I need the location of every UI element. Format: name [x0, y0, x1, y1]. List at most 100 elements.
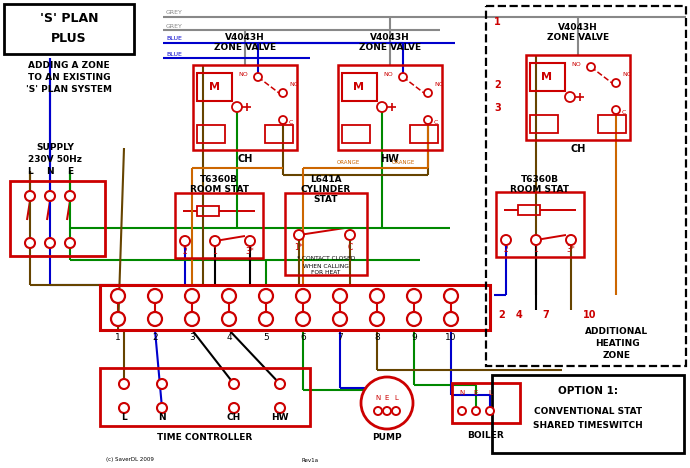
Circle shape	[565, 92, 575, 102]
Text: 230V 50Hz: 230V 50Hz	[28, 154, 82, 163]
Text: GREY: GREY	[166, 10, 183, 15]
Circle shape	[294, 230, 304, 240]
Text: ZONE VALVE: ZONE VALVE	[547, 34, 609, 43]
Text: 4: 4	[515, 310, 522, 320]
Text: N: N	[375, 395, 381, 401]
Text: TIME CONTROLLER: TIME CONTROLLER	[157, 433, 253, 443]
Text: STAT: STAT	[314, 195, 338, 204]
Text: ADDITIONAL: ADDITIONAL	[585, 328, 649, 336]
Circle shape	[254, 73, 262, 81]
Text: GREY: GREY	[166, 23, 183, 29]
Text: BOILER: BOILER	[468, 431, 504, 439]
Circle shape	[180, 236, 190, 246]
Circle shape	[148, 289, 162, 303]
Circle shape	[370, 312, 384, 326]
Circle shape	[407, 312, 421, 326]
Text: SUPPLY: SUPPLY	[36, 144, 74, 153]
Text: C: C	[289, 120, 293, 125]
Text: V4043H: V4043H	[558, 22, 598, 31]
Text: C: C	[347, 242, 353, 251]
Circle shape	[222, 312, 236, 326]
Text: M: M	[542, 72, 553, 82]
Circle shape	[275, 403, 285, 413]
Text: NO: NO	[383, 73, 393, 78]
Text: 1: 1	[213, 247, 217, 256]
Text: CYLINDER: CYLINDER	[301, 184, 351, 193]
Text: M: M	[353, 82, 364, 92]
Text: 2: 2	[499, 310, 505, 320]
Text: NC: NC	[434, 82, 443, 88]
Circle shape	[424, 89, 432, 97]
Text: 2: 2	[183, 247, 188, 256]
Circle shape	[259, 312, 273, 326]
Circle shape	[25, 191, 35, 201]
Text: 7: 7	[542, 310, 549, 320]
Circle shape	[407, 289, 421, 303]
Circle shape	[275, 379, 285, 389]
Text: 'S' PLAN: 'S' PLAN	[40, 13, 98, 25]
Bar	[530, 115, 558, 133]
Text: V4043H: V4043H	[225, 32, 265, 42]
Text: CONVENTIONAL STAT: CONVENTIONAL STAT	[534, 407, 642, 416]
Circle shape	[333, 289, 347, 303]
Circle shape	[486, 407, 494, 415]
Circle shape	[45, 191, 55, 201]
Text: HW: HW	[381, 154, 400, 164]
Circle shape	[399, 73, 407, 81]
Text: SHARED TIMESWITCH: SHARED TIMESWITCH	[533, 421, 643, 430]
Text: 3*: 3*	[246, 247, 255, 256]
Circle shape	[119, 403, 129, 413]
Circle shape	[111, 289, 125, 303]
Text: NC: NC	[622, 73, 631, 78]
Text: M: M	[208, 82, 219, 92]
Circle shape	[279, 116, 287, 124]
Circle shape	[374, 407, 382, 415]
Text: ADDING A ZONE: ADDING A ZONE	[28, 60, 110, 70]
Text: PUMP: PUMP	[372, 433, 402, 443]
Circle shape	[245, 236, 255, 246]
Text: 2: 2	[504, 246, 509, 255]
Text: 6: 6	[300, 332, 306, 342]
Circle shape	[65, 238, 75, 248]
Bar	[197, 206, 219, 216]
Bar	[265, 125, 293, 143]
Bar	[285, 193, 367, 275]
Text: N: N	[46, 167, 54, 176]
Text: L: L	[488, 390, 492, 396]
Text: 'S' PLAN SYSTEM: 'S' PLAN SYSTEM	[26, 85, 112, 94]
Circle shape	[458, 407, 466, 415]
Text: OPTION 1:: OPTION 1:	[558, 386, 618, 396]
Bar	[518, 205, 540, 215]
Text: ORANGE: ORANGE	[391, 160, 415, 164]
Text: 8: 8	[374, 332, 380, 342]
Bar	[526, 55, 630, 140]
Text: E: E	[385, 395, 389, 401]
Text: ZONE VALVE: ZONE VALVE	[359, 44, 421, 52]
Circle shape	[472, 407, 480, 415]
Circle shape	[370, 289, 384, 303]
Circle shape	[424, 116, 432, 124]
Text: T6360B: T6360B	[521, 175, 559, 183]
Text: C: C	[434, 120, 438, 125]
Circle shape	[296, 289, 310, 303]
Circle shape	[229, 379, 239, 389]
Text: FOR HEAT: FOR HEAT	[311, 271, 341, 276]
Text: T6360B: T6360B	[200, 176, 238, 184]
Text: BLUE: BLUE	[166, 51, 182, 57]
Circle shape	[587, 63, 595, 71]
Circle shape	[345, 230, 355, 240]
Circle shape	[383, 407, 391, 415]
Text: CH: CH	[571, 144, 586, 154]
Text: (c) SaverDL 2009: (c) SaverDL 2009	[106, 458, 154, 462]
Bar	[193, 65, 297, 150]
Bar	[4, 4, 134, 54]
Circle shape	[377, 102, 387, 112]
Text: 7: 7	[337, 332, 343, 342]
Text: ORANGE: ORANGE	[337, 160, 359, 164]
Text: L: L	[394, 395, 398, 401]
Bar	[486, 6, 686, 366]
Circle shape	[392, 407, 400, 415]
Text: ROOM STAT: ROOM STAT	[511, 184, 569, 193]
Bar	[197, 73, 232, 101]
Circle shape	[229, 403, 239, 413]
